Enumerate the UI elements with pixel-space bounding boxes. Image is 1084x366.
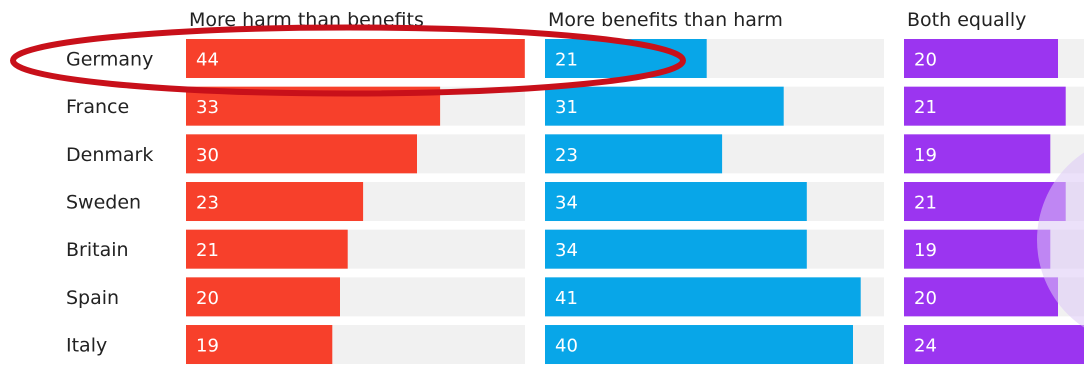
bar-value-label: 41 [555, 288, 578, 309]
country-label-germany: Germany [66, 49, 153, 71]
bars: 44 21 20 33 31 21 30 23 19 23 34 21 21 34 19 20 41 20 19 40… [186, 39, 1084, 365]
country-label-italy: Italy [66, 335, 107, 357]
bar-both-equally-britain [904, 229, 1051, 269]
bar-more-benefits-than-harm-sweden [545, 182, 807, 222]
bar-both-equally-denmark [904, 134, 1051, 174]
bar-value-label: 33 [196, 97, 219, 118]
bar-more-harm-than-benefits-spain [186, 277, 340, 317]
bar-value-label: 23 [196, 193, 219, 214]
country-label-britain: Britain [66, 239, 129, 261]
bar-more-benefits-than-harm-denmark [545, 134, 723, 174]
bar-both-equally-sweden [904, 182, 1066, 222]
column-header-both-equally: Both equally [907, 9, 1026, 31]
bar-value-label: 20 [196, 288, 219, 309]
country-labels: Germany France Denmark Sweden Britain Spain It… [66, 49, 153, 357]
bar-value-label: 31 [555, 97, 578, 118]
bar-more-benefits-than-harm-britain [545, 229, 807, 269]
country-label-sweden: Sweden [66, 192, 141, 214]
bar-value-label: 20 [914, 50, 937, 71]
bar-more-harm-than-benefits-denmark [186, 134, 417, 174]
bar-value-label: 30 [196, 145, 219, 166]
bar-more-benefits-than-harm-italy [545, 325, 853, 365]
column-header-more-benefits-than-harm: More benefits than harm [548, 9, 783, 31]
bar-more-harm-than-benefits-germany [186, 39, 525, 78]
bar-value-label: 24 [914, 336, 937, 357]
bar-more-harm-than-benefits-britain [186, 229, 348, 269]
bar-value-label: 40 [555, 336, 578, 357]
bar-value-label: 34 [555, 193, 578, 214]
bar-value-label: 34 [555, 240, 578, 261]
country-label-denmark: Denmark [66, 144, 153, 166]
bar-value-label: 21 [555, 50, 578, 71]
highlight-ellipse [10, 24, 686, 97]
bar-both-equally-germany [904, 39, 1058, 78]
bar-value-label: 21 [196, 240, 219, 261]
bar-value-label: 23 [555, 145, 578, 166]
bar-more-harm-than-benefits-italy [186, 325, 333, 365]
bar-more-benefits-than-harm-france [545, 86, 784, 126]
bar-value-label: 21 [914, 97, 937, 118]
bar-both-equally-spain [904, 277, 1058, 317]
bar-both-equally-france [904, 86, 1066, 126]
country-label-spain: Spain [66, 287, 119, 309]
overlay [10, 24, 1084, 328]
bar-more-harm-than-benefits-sweden [186, 182, 364, 222]
bar-value-label: 19 [196, 336, 219, 357]
bar-both-equally-italy [904, 325, 1084, 365]
decorative-circle [1037, 152, 1084, 328]
column-headers: More harm than benefits More benefits tha… [189, 9, 1026, 31]
bar-value-label: 19 [914, 145, 937, 166]
bar-value-label: 44 [196, 50, 219, 71]
bar-value-label: 20 [914, 288, 937, 309]
country-label-france: France [66, 96, 129, 118]
bar-more-benefits-than-harm-spain [545, 277, 861, 317]
bar-value-label: 21 [914, 193, 937, 214]
bar-value-label: 19 [914, 240, 937, 261]
